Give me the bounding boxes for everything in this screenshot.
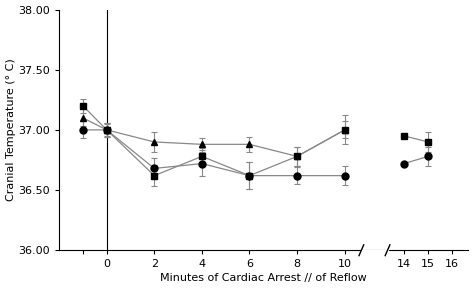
- Y-axis label: Cranial Temperature (° C): Cranial Temperature (° C): [6, 59, 16, 201]
- Bar: [361, 250, 388, 260]
- X-axis label: Minutes of Cardiac Arrest // of Reflow: Minutes of Cardiac Arrest // of Reflow: [160, 273, 367, 284]
